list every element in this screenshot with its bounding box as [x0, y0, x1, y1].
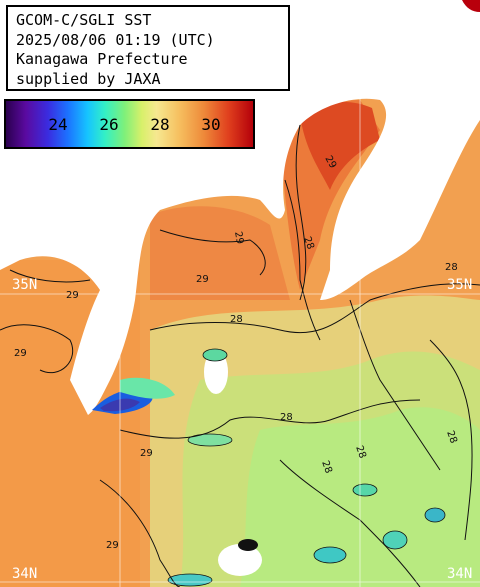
contour-28-south	[119, 399, 421, 439]
lat-label-34n-left: 34N	[12, 566, 38, 582]
contour-label: 29	[106, 540, 119, 551]
contour-label: 29	[196, 274, 209, 285]
cool-patch-b	[352, 483, 378, 497]
contour-28-east	[349, 299, 441, 471]
contour-label: 29	[140, 448, 153, 459]
contours	[0, 124, 480, 587]
sagami-green-spot	[120, 377, 175, 399]
contour-28-main	[149, 283, 480, 334]
contour-label: 28	[319, 459, 334, 475]
contour-label: 29	[232, 231, 245, 245]
contour-label: 29	[14, 348, 27, 359]
contour-28-tokyo	[284, 179, 321, 341]
corner-hot-spot	[462, 0, 480, 12]
contour-29-bay	[159, 229, 266, 276]
contour-29-west	[0, 324, 74, 374]
color-scale-label: 26	[99, 115, 119, 134]
color-scale-label: 30	[201, 115, 221, 134]
lat-label-35n-right: 35N	[447, 277, 473, 293]
cool-patch-c	[313, 546, 347, 564]
title-region: Kanagawa Prefecture	[16, 50, 188, 68]
contour-29-tokyo	[295, 124, 307, 301]
contour-label: 29	[66, 290, 79, 301]
color-scale-label: 28	[150, 115, 170, 134]
island-toshima	[218, 544, 262, 576]
contour-label: 28	[445, 262, 458, 273]
color-scale-bar: 24 26 28 30	[4, 99, 255, 149]
island-oshima	[204, 350, 228, 394]
title-product: GCOM-C/SGLI SST	[16, 11, 152, 29]
contour-29-north	[9, 269, 91, 283]
contour-label: 28	[280, 412, 293, 423]
cool-patch-d	[382, 530, 408, 550]
dark-spot	[238, 539, 258, 551]
cool-patch-a	[187, 433, 233, 447]
title-datetime: 2025/08/06 01:19 (UTC)	[16, 30, 215, 49]
cool-patch-g	[202, 348, 228, 362]
contour-label: 28	[301, 235, 316, 251]
lat-label-34n-right: 34N	[447, 566, 473, 582]
lat-label-35n-left: 35N	[12, 277, 38, 293]
cool-patch-f	[167, 573, 213, 587]
title-credit: supplied by JAXA	[16, 69, 161, 88]
contour-29-lower	[99, 479, 181, 587]
contour-28-right	[429, 339, 473, 541]
bay-warm	[150, 206, 290, 300]
contour-label: 28	[353, 444, 368, 460]
contour-label-group: 29 29 29 29 29 29 29 28 28 28 28 28 28 2…	[14, 154, 459, 551]
contour-label: 28	[444, 429, 459, 445]
contour-label: 28	[230, 314, 243, 325]
cool-patch-e	[424, 507, 446, 523]
color-scale-label: 24	[48, 115, 68, 134]
title-box: GCOM-C/SGLI SST 2025/08/06 01:19 (UTC) K…	[6, 5, 290, 91]
